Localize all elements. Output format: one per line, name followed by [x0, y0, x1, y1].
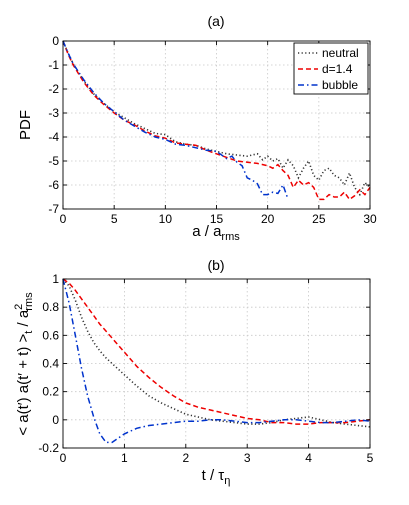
panel-a-xtick-label: 30 — [363, 212, 377, 226]
panel-b-autocorrelation-chart: (b) 0 1 2 3 4 510.80.60.40.20-0.2 < a(t′) a(t… — [13, 257, 374, 487]
panel-a-xtick-label: 5 — [111, 212, 118, 226]
panel-b-ylabel-sup: 2 — [13, 304, 25, 310]
panel-b-series-neutral — [62, 278, 371, 428]
panel-b-series-bubble — [62, 278, 371, 444]
panel-b-ylabel-sub2: rms — [23, 292, 35, 311]
panel-a-ytick-label: -5 — [48, 154, 59, 168]
panel-a-ytick-label: -1 — [48, 58, 59, 72]
panel-b-grid — [63, 279, 370, 448]
panel-b-ytick-label: 0.8 — [42, 300, 59, 314]
panel-a-series-bubble — [62, 40, 289, 200]
legend-label: bubble — [322, 78, 358, 92]
legend-label: neutral — [322, 46, 359, 60]
panel-b-ytick-label: 0.4 — [42, 357, 59, 371]
panel-a-series — [62, 40, 371, 201]
panel-a-ytick-label: 0 — [52, 34, 59, 48]
legend: neutral d=1.4 bubble — [293, 42, 369, 95]
panel-b-xtick-label: 1 — [121, 451, 128, 465]
panel-b-ytick-label: 0.2 — [42, 385, 59, 399]
panel-a-series-neutral — [62, 40, 371, 197]
panel-b-xlabel-sub: η — [224, 475, 230, 487]
panel-b-ytick-label: 1 — [52, 272, 59, 286]
panel-a-pdf-chart: (a) 0 5 10 15 20 25 30 0 -1 -2 -3 -4 -5 -6 -7 PDF a / … — [17, 13, 377, 243]
legend-items: neutral d=1.4 bubble — [298, 46, 359, 92]
panel-a-xlabel-sub: rms — [221, 231, 240, 243]
panel-a-xtick-label: 25 — [312, 212, 326, 226]
panel-a-xtick-label: 20 — [261, 212, 275, 226]
panel-b-ylabel: < a(t′) a(t′ + t) >t / a2rms — [13, 292, 35, 436]
panel-a-xlabel-main: a / a — [192, 223, 222, 240]
panel-b-xtick-label: 0 — [60, 451, 67, 465]
panel-b-series-d-1-4 — [62, 278, 371, 425]
panel-a-ytick-label: -7 — [48, 202, 59, 216]
panel-b-xtick-label: 2 — [182, 451, 189, 465]
panel-b-ylabel-tail: / a — [15, 309, 32, 331]
panel-b-series — [62, 278, 371, 444]
panel-a-ylabel: PDF — [17, 110, 34, 140]
panel-a-xtick-label: 10 — [159, 212, 173, 226]
panel-b-xlabel-main: t / τ — [202, 467, 225, 484]
panel-b-xlabel: t / τη — [202, 467, 231, 487]
panel-b-ytick-label: 0 — [52, 413, 59, 427]
panel-b-ytick-label: -0.2 — [38, 441, 59, 455]
panel-b-title: (b) — [207, 257, 224, 273]
panel-a-ytick-label: -4 — [48, 130, 59, 144]
panel-b-xtick-label: 5 — [367, 451, 374, 465]
panel-a-ytick-label: -3 — [48, 106, 59, 120]
panel-b-xtick-label: 3 — [244, 451, 251, 465]
panel-a-xlabel: a / arms — [192, 223, 240, 243]
panel-b-ticks: 0 1 2 3 4 510.80.60.40.20-0.2 — [38, 272, 373, 465]
panel-a-xtick-label: 0 — [60, 212, 67, 226]
panel-a-ytick-label: -2 — [48, 82, 59, 96]
panel-a-title: (a) — [207, 13, 224, 29]
panel-a-ticks: 0 5 10 15 20 25 30 0 -1 -2 -3 -4 -5 -6 -7 — [48, 34, 377, 226]
panel-b-ytick-label: 0.6 — [42, 328, 59, 342]
panel-b-xtick-label: 4 — [305, 451, 312, 465]
panel-b-ylabel-main: < a(t′) a(t′ + t) > — [15, 333, 32, 435]
panel-b-ylabel-sub: t — [23, 331, 35, 334]
legend-label: d=1.4 — [322, 62, 353, 76]
panel-a-ytick-label: -6 — [48, 178, 59, 192]
panel-a-xtick-label: 15 — [210, 212, 224, 226]
